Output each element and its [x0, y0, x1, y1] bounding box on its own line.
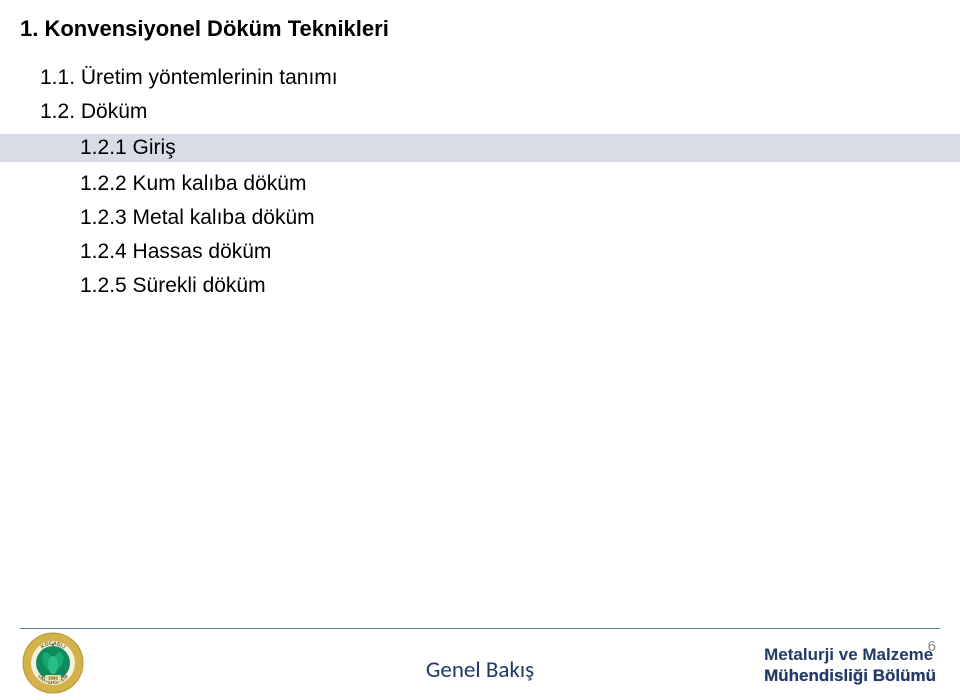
footer-center-title: Genel Bakış — [426, 656, 534, 684]
outline-item-6: 1.2.5 Sürekli döküm — [0, 274, 960, 298]
footer-divider — [20, 628, 940, 629]
svg-text:1992: 1992 — [48, 676, 59, 681]
outline-item-1: 1.2. Döküm — [0, 100, 960, 124]
slide-title: 1. Konvensiyonel Döküm Teknikleri — [20, 16, 389, 42]
content-outline: 1.1. Üretim yöntemlerinin tanımı 1.2. Dök… — [0, 66, 960, 308]
outline-item-4: 1.2.3 Metal kalıba döküm — [0, 206, 960, 230]
slide-container: 1. Konvensiyonel Döküm Teknikleri 1.1. Ü… — [0, 0, 960, 700]
footer-dept-line1: Metalurji ve Malzeme — [764, 644, 936, 665]
footer-department: Metalurji ve Malzeme Mühendisliği Bölümü — [764, 644, 936, 687]
outline-item-0: 1.1. Üretim yöntemlerinin tanımı — [0, 66, 960, 90]
outline-item-5: 1.2.4 Hassas döküm — [0, 240, 960, 264]
outline-item-2: 1.2.1 Giriş — [0, 134, 960, 162]
footer: 6 KOCAELİ ÜNİVERSİTESİ ★ — [0, 620, 960, 700]
footer-dept-line2: Mühendisliği Bölümü — [764, 665, 936, 686]
university-logo: KOCAELİ ÜNİVERSİTESİ ★ 1992 — [22, 632, 84, 694]
svg-text:★: ★ — [51, 642, 55, 647]
outline-item-3: 1.2.2 Kum kalıba döküm — [0, 172, 960, 196]
